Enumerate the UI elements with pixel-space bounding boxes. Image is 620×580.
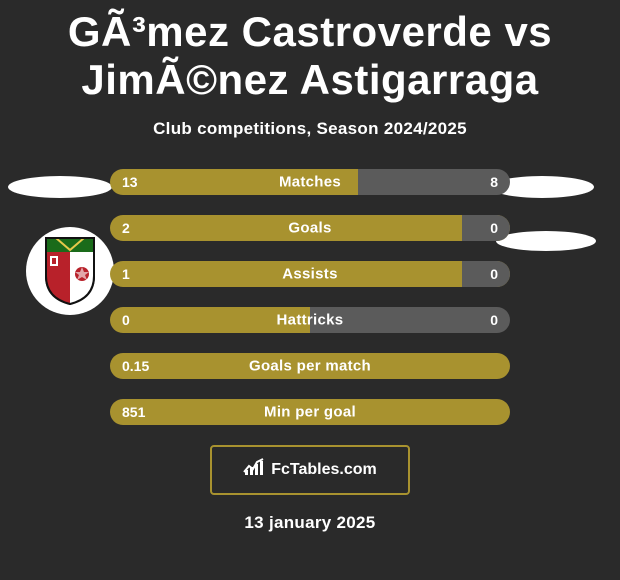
- stat-row: Matches 13 8: [110, 169, 510, 195]
- stat-label: Goals per match: [249, 357, 371, 374]
- stat-row: Hattricks 0 0: [110, 307, 510, 333]
- club-crest: [26, 227, 114, 315]
- stat-label: Min per goal: [264, 403, 356, 420]
- date-line: 13 january 2025: [0, 513, 620, 533]
- chart-icon: [243, 458, 265, 481]
- stat-row: Goals 2 0: [110, 215, 510, 241]
- brand-box[interactable]: FcTables.com: [210, 445, 410, 495]
- stat-value-left: 1: [122, 266, 130, 282]
- stat-bar-right: [462, 215, 510, 241]
- stat-value-right: 0: [490, 266, 498, 282]
- left-player-slot-1: [8, 176, 112, 198]
- stat-row: Goals per match 0.15: [110, 353, 510, 379]
- stat-label: Goals: [288, 219, 331, 236]
- stat-value-right: 0: [490, 220, 498, 236]
- stat-value-left: 0.15: [122, 358, 149, 374]
- stat-row: Assists 1 0: [110, 261, 510, 287]
- stat-value-right: 0: [490, 312, 498, 328]
- stat-bar-right: [358, 169, 510, 195]
- crest-icon: [42, 236, 98, 306]
- stat-label: Matches: [279, 173, 341, 190]
- stat-row: Min per goal 851: [110, 399, 510, 425]
- page-title: GÃ³mez Castroverde vs JimÃ©nez Astigarra…: [0, 0, 620, 105]
- stat-value-left: 0: [122, 312, 130, 328]
- subtitle: Club competitions, Season 2024/2025: [0, 119, 620, 139]
- stat-label: Hattricks: [277, 311, 344, 328]
- stat-value-right: 8: [490, 174, 498, 190]
- stat-value-left: 851: [122, 404, 145, 420]
- stat-value-left: 13: [122, 174, 138, 190]
- stat-value-left: 2: [122, 220, 130, 236]
- stat-bar-right: [462, 261, 510, 287]
- right-player-slot-2: [496, 231, 596, 251]
- brand-label: FcTables.com: [271, 461, 377, 479]
- stat-label: Assists: [282, 265, 337, 282]
